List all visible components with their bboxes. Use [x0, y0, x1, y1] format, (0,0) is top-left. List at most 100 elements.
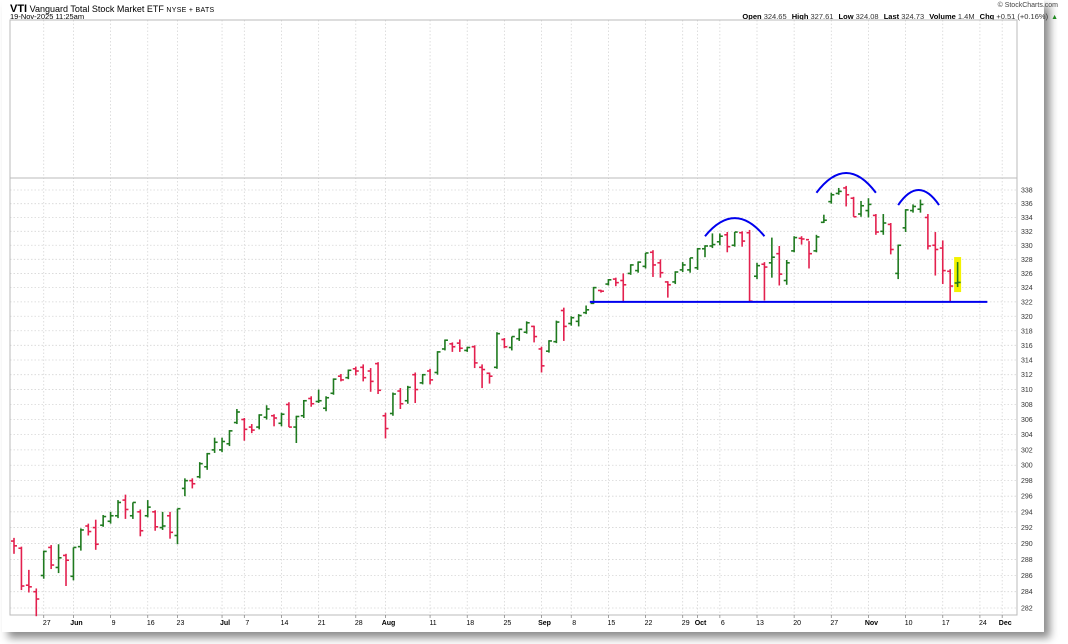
chart-datetime: 19-Nov-2025 11:25am — [10, 12, 85, 21]
y-tick-label: 290 — [1021, 541, 1033, 548]
down-bar — [11, 537, 17, 554]
x-tick-label: 6 — [721, 620, 725, 627]
down-bar — [664, 281, 671, 298]
down-bar — [352, 366, 359, 376]
down-bar — [479, 364, 486, 389]
x-tick-label: 11 — [429, 620, 436, 627]
up-bar — [910, 204, 917, 213]
down-bar — [25, 569, 32, 593]
up-bar — [605, 278, 612, 286]
down-bar — [612, 277, 619, 287]
upper-panel — [9, 19, 1018, 179]
up-bar — [516, 328, 523, 341]
x-tick-label: 25 — [503, 620, 511, 627]
down-bar — [560, 307, 567, 341]
open-value: 324.65 — [763, 12, 787, 21]
up-bar — [791, 236, 798, 253]
up-bar — [389, 392, 396, 416]
down-bar — [412, 372, 419, 403]
security-name: Vanguard Total Stock Market ETF — [29, 4, 164, 14]
up-bar — [293, 415, 300, 444]
up-bar — [300, 399, 307, 419]
y-tick-label: 294 — [1021, 509, 1033, 516]
down-bar — [620, 273, 627, 303]
ohlc-bars — [11, 185, 961, 617]
x-tick-label: 9 — [112, 620, 116, 627]
down-bar — [85, 523, 92, 536]
last-label: Last — [883, 12, 900, 21]
down-bar — [939, 240, 946, 285]
down-bar — [449, 342, 456, 352]
symbol: VTI — [10, 3, 28, 15]
down-bar — [248, 424, 255, 434]
down-bar — [887, 223, 894, 255]
y-tick-label: 292 — [1021, 525, 1033, 532]
down-bar — [724, 232, 731, 253]
down-bar — [337, 373, 344, 382]
up-bar — [754, 262, 760, 280]
y-tick-label: 310 — [1021, 387, 1033, 394]
x-tick-label: 18 — [466, 620, 474, 627]
up-bar — [568, 316, 575, 326]
annotations — [589, 172, 988, 303]
high-label: High — [791, 12, 809, 21]
y-tick-label: 320 — [1021, 314, 1033, 321]
up-bar — [263, 405, 270, 420]
up-bar — [233, 408, 240, 425]
up-bar — [820, 214, 827, 224]
x-tick-label: 21 — [318, 620, 326, 627]
up-bar — [493, 332, 500, 369]
x-tick-label: 13 — [756, 620, 764, 627]
x-tick-label: Dec — [999, 620, 1012, 627]
up-bar — [278, 412, 285, 427]
x-tick-label: Jun — [70, 620, 82, 627]
up-bar — [813, 234, 820, 253]
down-bar — [48, 545, 55, 570]
up-bar — [256, 414, 263, 430]
top-arc — [815, 172, 877, 194]
up-bar — [954, 262, 961, 288]
top-arc — [897, 189, 940, 206]
price-panel — [9, 177, 1018, 616]
down-bar — [761, 262, 768, 301]
up-bar — [434, 351, 441, 375]
up-bar — [523, 321, 530, 334]
up-bar — [583, 305, 590, 315]
up-bar — [508, 335, 515, 351]
up-bar — [129, 501, 136, 519]
up-bar — [144, 500, 151, 518]
down-bar — [947, 269, 954, 302]
x-tick-label: Jul — [220, 620, 230, 627]
down-bar — [850, 196, 857, 218]
y-axis: 282 284 286 288 290 292 294 296 298 300 302 304 306 3… — [1021, 188, 1033, 613]
up-bar — [917, 199, 924, 213]
x-tick-label: 7 — [245, 620, 249, 627]
down-bar — [531, 325, 538, 343]
down-bar — [471, 345, 478, 369]
x-tick-label: Nov — [865, 620, 878, 627]
down-bar — [456, 339, 463, 352]
y-tick-label: 288 — [1021, 557, 1033, 564]
up-bar — [323, 396, 330, 412]
up-bar — [865, 198, 872, 218]
down-bar — [746, 229, 753, 302]
down-bar — [285, 402, 292, 428]
down-bar — [18, 546, 25, 591]
up-bar — [204, 452, 211, 470]
x-tick-label: 10 — [905, 620, 913, 627]
y-tick-label: 296 — [1021, 494, 1033, 501]
change-value: +0.51 (+0.16%) — [996, 12, 1049, 21]
down-bar — [932, 232, 939, 276]
volume-label: Volume — [929, 12, 956, 21]
x-tick-label: Oct — [695, 620, 707, 627]
down-bar — [360, 364, 367, 382]
x-tick-label: 29 — [682, 620, 690, 627]
up-bar — [174, 507, 181, 545]
up-bar — [835, 187, 842, 195]
down-bar — [375, 362, 382, 395]
open-label: Open — [742, 12, 762, 21]
up-bar — [701, 245, 708, 258]
x-tick-label: 23 — [177, 620, 185, 627]
up-bar — [404, 385, 411, 404]
